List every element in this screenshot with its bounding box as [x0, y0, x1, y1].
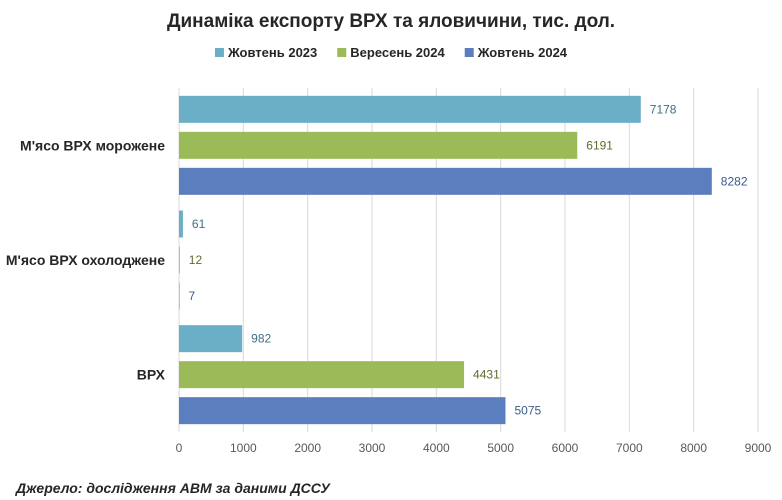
category-label: ВРХ: [137, 367, 166, 383]
x-tick-label: 6000: [552, 441, 579, 455]
legend-label: Жовтень 2024: [477, 45, 568, 60]
x-tick-label: 7000: [616, 441, 643, 455]
data-label: 8282: [721, 174, 748, 188]
legend-label: Вересень 2024: [350, 45, 445, 60]
category-label: М'ясо ВРХ морожене: [20, 137, 165, 153]
x-axis-tick-labels: 0 1000 2000 3000 4000 5000 6000 7000 8000 9000: [176, 441, 772, 455]
data-label: 61: [192, 217, 206, 231]
x-tick-label: 8000: [680, 441, 707, 455]
data-label: 6191: [586, 138, 613, 152]
bar: [179, 131, 578, 159]
x-tick-label: 1000: [230, 441, 257, 455]
legend-item: Жовтень 2024: [464, 45, 568, 60]
data-label: 12: [189, 253, 203, 267]
x-tick-label: 3000: [359, 441, 386, 455]
legend-swatch: [337, 48, 347, 57]
legend-swatch: [464, 48, 474, 57]
legend: Жовтень 2023 Вересень 2024 Жовтень 2024: [214, 45, 568, 60]
legend-label: Жовтень 2023: [227, 45, 317, 60]
x-tick-label: 9000: [745, 441, 772, 455]
bar: [179, 397, 506, 425]
data-label: 7: [188, 289, 195, 303]
source-note: Джерело: дослідження АВМ за даними ДССУ: [16, 480, 330, 496]
x-tick-label: 4000: [423, 441, 450, 455]
legend-swatch: [214, 48, 224, 57]
bar: [179, 210, 183, 238]
x-tick-label: 2000: [294, 441, 321, 455]
chart-title: Динаміка експорту ВРХ та яловичини, тис.…: [167, 11, 615, 32]
bars: [179, 95, 712, 425]
bar: [179, 325, 243, 353]
data-label: 4431: [473, 368, 500, 382]
bar: [179, 95, 641, 123]
legend-item: Вересень 2024: [337, 45, 445, 60]
x-tick-label: 5000: [487, 441, 514, 455]
data-labels: 7178 6191 8282 61 12 7 982 4431 5075: [188, 102, 747, 417]
bar: [179, 167, 712, 195]
bar: [179, 361, 465, 389]
legend-item: Жовтень 2023: [214, 45, 317, 60]
data-label: 5075: [514, 404, 541, 418]
x-tick-label: 0: [176, 441, 183, 455]
data-label: 982: [251, 332, 271, 346]
category-labels: М'ясо ВРХ морожене М'ясо ВРХ охолоджене ВР…: [6, 137, 166, 382]
category-label: М'ясо ВРХ охолоджене: [6, 252, 165, 268]
bar: [179, 246, 180, 274]
data-label: 7178: [650, 102, 677, 116]
